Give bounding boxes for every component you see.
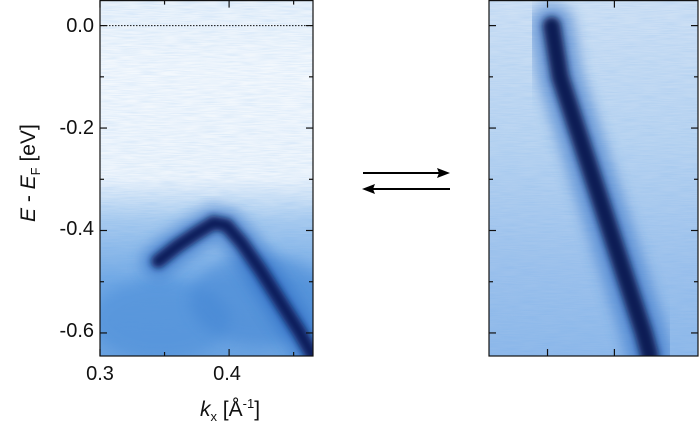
y-tick-label: -0.2 (59, 117, 94, 139)
x-axis-label: kx [Å-1] (199, 396, 261, 424)
reversible-arrows (362, 168, 450, 194)
y-tick-label: 0.0 (66, 15, 94, 37)
left-x-ticks (99, 0, 295, 356)
x-tick-label: 0.3 (86, 363, 114, 385)
right-panel-map (489, 0, 698, 356)
band-right (542, 16, 659, 356)
y-tick-label: -0.6 (59, 320, 94, 342)
y-tick-label: -0.4 (59, 218, 94, 240)
right-y-ticks (489, 0, 698, 356)
left-panel-frame (99, 0, 314, 357)
left-y-ticks (100, 25, 313, 334)
x-tick-label: 0.4 (213, 363, 241, 385)
right-panel-frame (488, 0, 699, 357)
band-left (151, 215, 313, 356)
left-panel-map (100, 0, 313, 356)
